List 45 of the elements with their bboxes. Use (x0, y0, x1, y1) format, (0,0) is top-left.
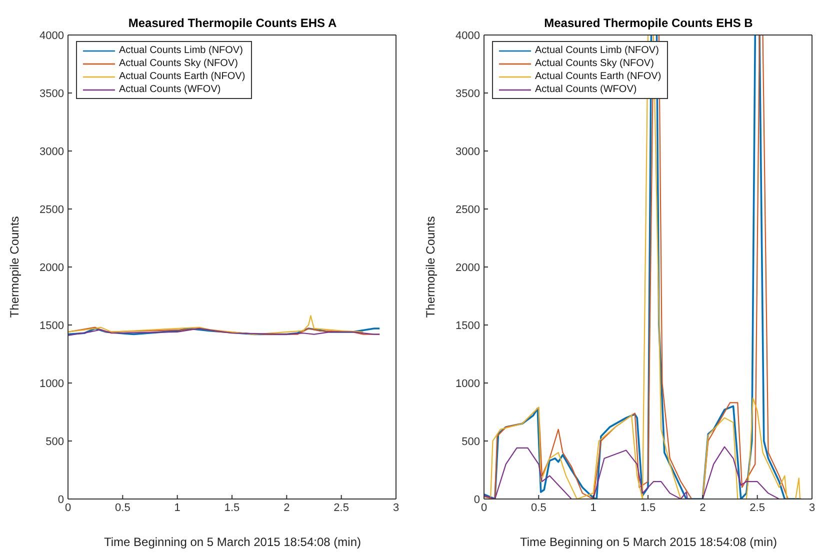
legend-label: Actual Counts Limb (NFOV) (119, 44, 243, 57)
x-tick-label: 0.5 (115, 502, 130, 514)
y-tick-label: 2000 (456, 262, 480, 274)
y-tick-label: 2500 (456, 204, 480, 216)
x-tick-label: 1.5 (640, 502, 656, 514)
y-tick-label: 2000 (40, 262, 64, 274)
y-tick-label: 1000 (40, 378, 64, 390)
y-tick-label: 0 (474, 494, 480, 506)
y-tick-label: 4000 (40, 30, 64, 42)
chart-title: Measured Thermopile Counts EHS A (127, 16, 338, 30)
y-tick-label: 1500 (40, 320, 64, 332)
x-tick-label: 2.5 (334, 502, 349, 514)
legend-label: Actual Counts Earth (NFOV) (119, 70, 246, 83)
y-tick-label: 1500 (456, 320, 480, 332)
y-tick-label: 2500 (40, 204, 64, 216)
x-tick-label: 0.5 (531, 502, 546, 514)
x-tick-label: 2 (700, 502, 706, 514)
x-tick-label: 1 (590, 502, 596, 514)
y-tick-label: 1000 (456, 378, 480, 390)
chart-title: Measured Thermopile Counts EHS B (543, 16, 754, 30)
legend-label: Actual Counts Limb (NFOV) (535, 44, 659, 57)
x-tick-label: 1.5 (224, 502, 240, 514)
legend-label: Actual Counts (WFOV) (119, 83, 221, 96)
x-axis-title: Time Beginning on 5 March 2015 18:54:08 (min) (518, 535, 778, 549)
x-tick-label: 1 (174, 502, 180, 514)
legend-label: Actual Counts Earth (NFOV) (535, 70, 662, 83)
x-tick-label: 3 (808, 502, 816, 514)
y-tick-label: 3000 (40, 146, 64, 158)
legend-label: Actual Counts (WFOV) (535, 83, 637, 96)
y-axis-title: Thermopile Counts (423, 216, 438, 318)
y-tick-label: 4000 (456, 30, 480, 42)
line-series (68, 315, 364, 335)
legend-label: Actual Counts Sky (NFOV) (119, 57, 238, 70)
y-tick-label: 3500 (40, 88, 64, 100)
y-tick-label: 500 (46, 436, 64, 448)
y-tick-label: 0 (58, 494, 64, 506)
y-tick-label: 3500 (456, 88, 480, 100)
y-tick-label: 500 (462, 436, 480, 448)
y-tick-label: 3000 (456, 146, 480, 158)
x-tick-label: 2.5 (750, 502, 765, 514)
x-tick-label: 3 (392, 502, 400, 514)
y-axis-title: Thermopile Counts (7, 216, 22, 318)
x-axis-title: Time Beginning on 5 March 2015 18:54:08 (min) (102, 535, 362, 549)
legend-label: Actual Counts Sky (NFOV) (535, 57, 654, 70)
x-tick-label: 2 (284, 502, 290, 514)
